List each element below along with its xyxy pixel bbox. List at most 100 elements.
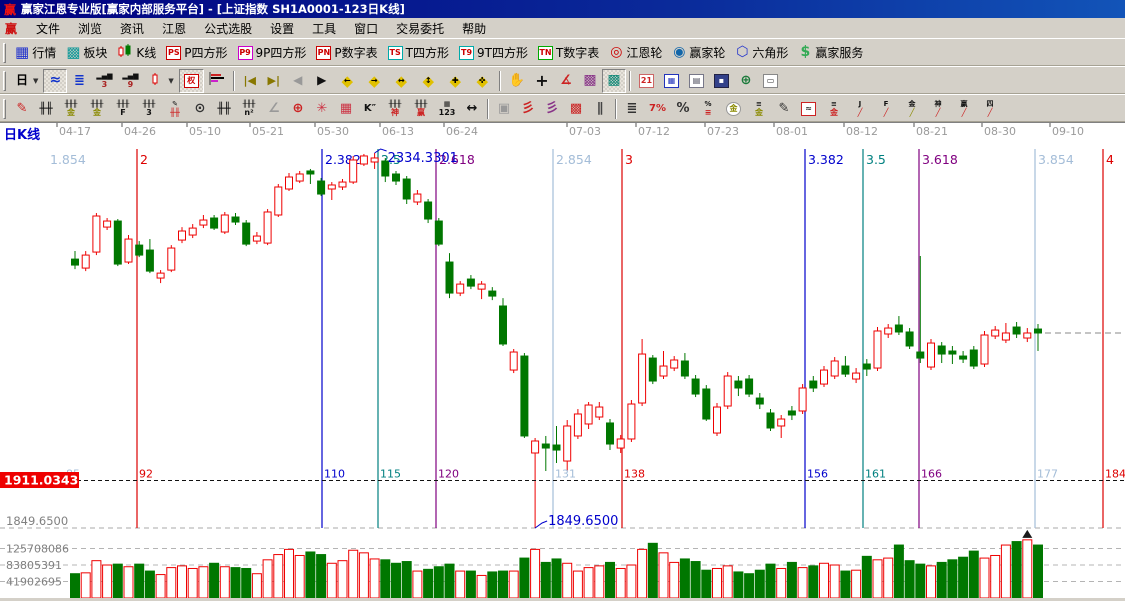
info-list-button[interactable]: ≣	[73, 73, 85, 88]
gann-plus-button[interactable]: ◆ ✚	[449, 71, 462, 90]
target-button[interactable]: ⊕	[292, 101, 304, 116]
gann-right-button[interactable]: ◆ →	[368, 71, 381, 90]
menu-item-news[interactable]: 资讯	[120, 21, 145, 36]
winner-service-button[interactable]: $ 赢家服务	[800, 44, 864, 61]
hexagon-button[interactable]: ⬡ 六角形	[736, 44, 789, 61]
protractor-button[interactable]: ∠	[268, 101, 280, 116]
grid-123-button[interactable]: ▦ 123	[438, 100, 456, 117]
percent-lines-button[interactable]: % ≡	[704, 100, 712, 117]
angle-measure-button[interactable]: ∡	[560, 73, 572, 88]
ruler-tool-button[interactable]: ╫╫	[39, 102, 53, 115]
winner-wheel-button[interactable]: ◉ 赢家轮	[673, 44, 726, 61]
t-digit-table-button[interactable]: TN T数字表	[537, 45, 600, 60]
price-scale-button[interactable]: ≣	[626, 101, 638, 116]
pen-tool-button[interactable]: ✎	[16, 101, 28, 116]
shen-angle-button[interactable]: 神 ╱	[934, 100, 942, 117]
ma3-button[interactable]: ▂▄▆ 3	[96, 72, 113, 89]
quotes-button[interactable]: ▦ 行情	[15, 43, 57, 61]
plain-ruler-button[interactable]: ╫╫	[217, 102, 231, 115]
percent-button[interactable]: %	[676, 101, 690, 116]
gann-expand-button[interactable]: ◆ ↕	[422, 71, 435, 90]
print-button[interactable]: ▭	[758, 69, 783, 93]
hand-tool-button[interactable]: ✋	[508, 73, 525, 88]
ma9-button[interactable]: ▂▄▆ 9	[122, 72, 139, 89]
menu-item-window[interactable]: 窗口	[354, 21, 379, 36]
fan-red-button[interactable]: 彡	[521, 101, 535, 116]
pen-ruler-button[interactable]: ✎ ╫╫	[170, 100, 180, 117]
percent7-button[interactable]: 7%	[649, 103, 666, 114]
p-square-button[interactable]: PS P四方形	[166, 45, 228, 60]
n2-ruler-button[interactable]: ╫╫╫ n²	[242, 100, 256, 117]
menu-item-tools[interactable]: 工具	[312, 21, 337, 36]
candle-style-button[interactable]: ▼	[143, 69, 178, 93]
p-digit-table-button[interactable]: PN P数字表	[316, 45, 378, 60]
candle-body	[745, 378, 754, 395]
gann-wheel-button[interactable]: ◎ 江恩轮	[610, 44, 663, 61]
toolbar-handle[interactable]	[3, 42, 6, 63]
f-angle-button[interactable]: F ╱	[883, 100, 889, 117]
f-ruler-button[interactable]: ╫╫╫ F	[116, 100, 130, 117]
box-select-button[interactable]: ▣	[497, 101, 511, 116]
candle-body	[616, 438, 625, 449]
shen-ruler-button[interactable]: ╫╫╫ 神	[388, 100, 402, 117]
gann-both-button[interactable]: ◆ ↔	[395, 71, 408, 90]
calculator-button[interactable]: ▦	[659, 69, 684, 93]
three-ruler-button[interactable]: ╫╫╫ 3	[142, 100, 156, 117]
kline-button[interactable]: K线	[112, 41, 161, 65]
menu-item-formula-stock-pick[interactable]: 公式选股	[204, 21, 253, 36]
gold-red-lines-button[interactable]: ≡ 金	[829, 100, 838, 117]
cycle-clock-button[interactable]: ⊙	[194, 101, 206, 116]
gold-lines-button[interactable]: ≡ 金	[754, 100, 763, 117]
gold-ruler-button[interactable]: ╫╫╫ 金	[64, 100, 78, 117]
wave-box-button[interactable]: ≈	[796, 97, 821, 121]
toolbar-separator	[615, 98, 617, 119]
first-page-button[interactable]: |◀	[243, 74, 257, 87]
9t-square-button[interactable]: T9 9T四方形	[459, 45, 528, 60]
menu-item-help[interactable]: 帮助	[462, 21, 487, 36]
p-digit-table-button-label: P数字表	[334, 46, 378, 60]
star-web-button[interactable]: ✳	[316, 101, 328, 116]
menu-item-file[interactable]: 文件	[36, 21, 61, 36]
si-angle-button[interactable]: 四 ╱	[986, 100, 994, 117]
brush-button[interactable]: ✎	[778, 101, 790, 116]
menu-item-gann[interactable]: 江恩	[162, 21, 187, 36]
toolbar-handle[interactable]	[3, 70, 6, 91]
save-button[interactable]: ▪	[709, 69, 734, 93]
web-export-button[interactable]: ⊕	[740, 73, 752, 88]
t-square-button[interactable]: TS T四方形	[387, 45, 449, 60]
web-grid-button[interactable]: ▦	[339, 101, 353, 116]
j-angle-button[interactable]: J ╱	[857, 100, 863, 117]
notepad-button[interactable]: ▤	[684, 69, 709, 93]
gold-circle-button[interactable]: 金	[721, 97, 746, 121]
sectors-button[interactable]: ▩ 板块	[66, 43, 108, 61]
volume-flag-button[interactable]	[204, 69, 230, 93]
period-day-button[interactable]: 日 ▼	[15, 73, 39, 87]
ying-ruler-button[interactable]: ╫╫╫ 赢	[414, 100, 428, 117]
ying-angle-button[interactable]: 赢 ╱	[960, 100, 968, 117]
gann-left-button[interactable]: ◆ ←	[341, 71, 354, 90]
gold-ruler2-button[interactable]: ╫╫╫ 金	[90, 100, 104, 117]
toolbar-handle[interactable]	[3, 98, 6, 119]
next-page-button[interactable]: ▶	[317, 73, 327, 87]
parallel-lines-button[interactable]: ∥	[596, 101, 604, 116]
grid-red-button[interactable]: ▩	[569, 101, 583, 116]
adjust-rights-button[interactable]: 权	[178, 68, 204, 93]
sort-flag-glyph	[209, 72, 224, 85]
chart-canvas[interactable]: 04-17 04-26 05-10 05-21 05-30 06-13 06-24 07-03…	[0, 123, 1125, 599]
pattern-teal-button[interactable]: ▩	[601, 68, 626, 93]
fan-purple-button[interactable]: 彡	[545, 101, 559, 116]
calendar-button[interactable]: 21	[634, 69, 659, 93]
pattern-purple-button[interactable]: ▩	[583, 72, 597, 88]
prev-page-button[interactable]: ◀	[293, 73, 303, 87]
gold-angle-button[interactable]: 金 ╱	[908, 100, 916, 117]
gann-cross-button[interactable]: ◆ ✜	[476, 71, 489, 90]
menu-item-browse[interactable]: 浏览	[78, 21, 103, 36]
last-page-button[interactable]: ▶|	[267, 74, 281, 87]
indicator-wave-button[interactable]: ≈	[43, 68, 68, 93]
9p-square-button[interactable]: P9 9P四方形	[237, 45, 307, 60]
menu-item-trade-entrust[interactable]: 交易委托	[396, 21, 445, 36]
k-mark-button[interactable]: Κ″	[363, 103, 377, 114]
menu-item-settings[interactable]: 设置	[270, 21, 295, 36]
crosshair-button[interactable]: +	[535, 71, 549, 90]
hrange-button[interactable]: ↔	[466, 101, 478, 116]
